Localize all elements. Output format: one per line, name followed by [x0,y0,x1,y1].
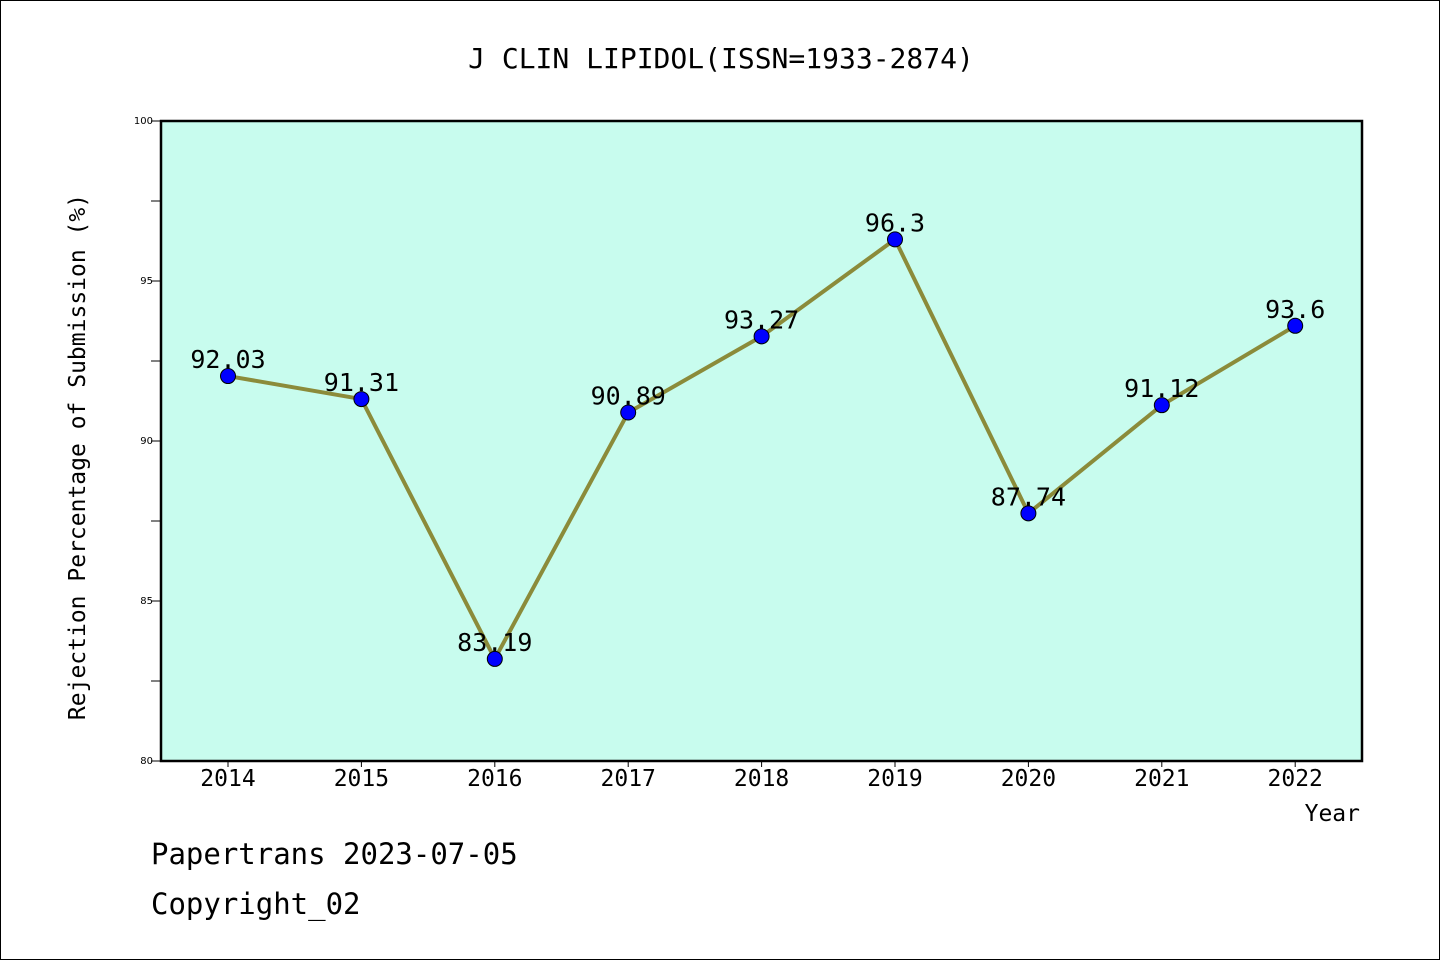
x-axis: 2014 2015 2016 2017 2018 2019 2020 2021 2022 [200,761,1323,792]
x-tick-label: 2021 [1134,766,1189,792]
y-tick-label: 90 [140,436,153,447]
data-point [220,368,236,385]
data-point [620,404,637,421]
x-axis-label: Year [1305,801,1360,827]
y-axis: 80 85 90 95 100 [134,116,161,767]
footer-copyright: Copyright_02 [151,887,361,921]
data-label: 91.31 [324,368,399,397]
chart-title: J CLIN LIPIDOL(ISSN=1933-2874) [468,42,974,75]
data-label: 90.89 [591,382,666,411]
x-tick-label: 2022 [1268,766,1323,792]
series-layer: 92.03 91.31 83.19 90.89 93.27 96.3 87.74 91.12 9… [190,208,1325,667]
y-tick-label: 95 [140,276,153,287]
data-point [1020,505,1037,522]
data-point [486,650,503,667]
data-label: 96.3 [865,208,925,237]
data-point [353,391,370,408]
plot-border [159,119,1364,763]
x-tick-label: 2018 [734,766,789,792]
data-label: 93.6 [1265,295,1325,324]
x-tick-label: 2019 [867,766,922,792]
y-tick-label: 100 [134,116,153,127]
data-point [753,328,770,345]
y-tick-label: 80 [140,756,153,767]
data-point [1287,317,1304,334]
data-label: 93.27 [724,305,799,334]
footer-date: Papertrans 2023-07-05 [151,837,518,871]
y-tick-label: 85 [140,596,153,607]
x-tick-label: 2014 [200,766,255,792]
plot-area [161,121,1362,761]
data-label: 91.12 [1124,374,1199,403]
x-tick-label: 2017 [601,766,656,792]
x-tick-label: 2015 [334,766,389,792]
x-tick-label: 2020 [1001,766,1056,792]
data-label: 83.19 [457,628,532,657]
data-point [887,231,903,248]
data-point [1153,397,1170,414]
data-label: 92.03 [190,345,265,374]
x-tick-label: 2016 [467,766,522,792]
data-label: 87.74 [991,482,1066,511]
y-axis-label: Rejection Percentage of Submission (%) [65,194,91,720]
